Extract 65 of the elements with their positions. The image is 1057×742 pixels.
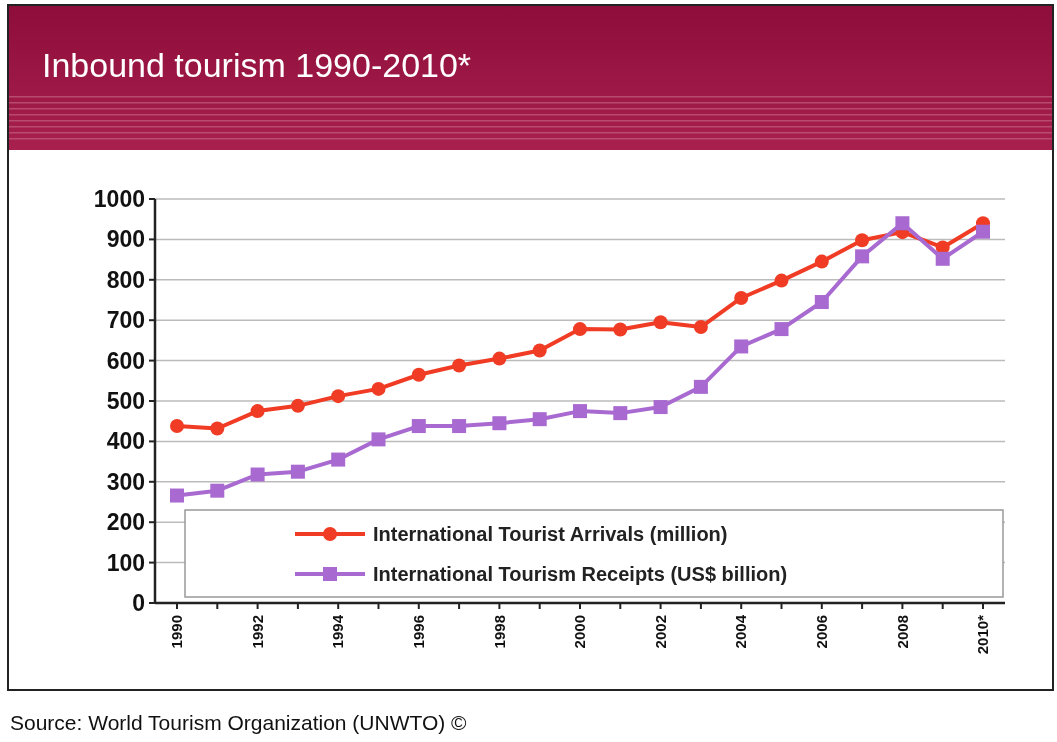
chart-title: Inbound tourism 1990-2010* [42, 46, 472, 84]
y-tick-label: 500 [106, 388, 145, 415]
x-tick-label: 1996 [410, 615, 428, 649]
point [693, 320, 708, 335]
point [855, 249, 870, 264]
y-tick-label: 600 [106, 347, 145, 374]
x-tick-label: 2010* [974, 614, 992, 655]
y-tick-label: 800 [106, 266, 145, 293]
y-tick-label: 1000 [93, 186, 145, 213]
point [210, 483, 225, 498]
y-tick-label: 300 [106, 468, 145, 495]
point [371, 381, 386, 396]
point [814, 295, 829, 310]
x-tick-label: 2000 [571, 615, 589, 649]
point [895, 216, 910, 231]
point [532, 343, 547, 358]
point [532, 412, 547, 427]
point [290, 398, 305, 413]
point [371, 432, 386, 447]
point [774, 273, 789, 288]
y-tick-label: 400 [106, 428, 145, 455]
x-tick-label: 1994 [329, 614, 347, 649]
point [976, 224, 990, 239]
y-tick-label: 100 [106, 549, 145, 576]
point [935, 251, 950, 266]
x-tick-label: 2008 [893, 615, 911, 649]
point [573, 322, 587, 337]
point [855, 233, 870, 248]
point [774, 322, 789, 337]
point [290, 464, 305, 479]
point [693, 379, 708, 394]
point [452, 419, 467, 434]
y-tick-label: 200 [106, 509, 145, 536]
x-tick-label: 2004 [732, 614, 750, 649]
legend-label: International Tourist Arrivals (million) [373, 523, 728, 545]
point [653, 315, 668, 330]
x-tick-label: 1990 [168, 615, 186, 649]
point [573, 404, 587, 419]
y-tick-label: 0 [132, 590, 145, 617]
point [210, 421, 225, 436]
point [613, 406, 628, 421]
point [492, 416, 507, 431]
point [653, 400, 668, 415]
point [331, 452, 346, 467]
point [814, 254, 829, 269]
point [250, 404, 265, 419]
y-tick-label: 900 [106, 226, 145, 253]
point [734, 339, 749, 354]
x-tick-label: 2002 [651, 615, 669, 649]
x-tick-label: 1998 [490, 615, 508, 649]
point [452, 358, 467, 373]
point [170, 488, 184, 503]
legend-label: International Tourism Receipts (US$ billion) [373, 563, 788, 585]
point [613, 322, 628, 337]
point [411, 419, 426, 434]
y-tick-label: 700 [106, 307, 145, 334]
point [331, 389, 346, 404]
point [734, 290, 749, 305]
point [492, 351, 507, 366]
source-note: Source: World Tourism Organization (UNWTO) © [10, 711, 468, 734]
point [411, 367, 426, 382]
x-tick-label: 2006 [813, 615, 831, 649]
point [250, 467, 265, 482]
x-tick-label: 1992 [248, 615, 266, 649]
point [170, 419, 184, 434]
